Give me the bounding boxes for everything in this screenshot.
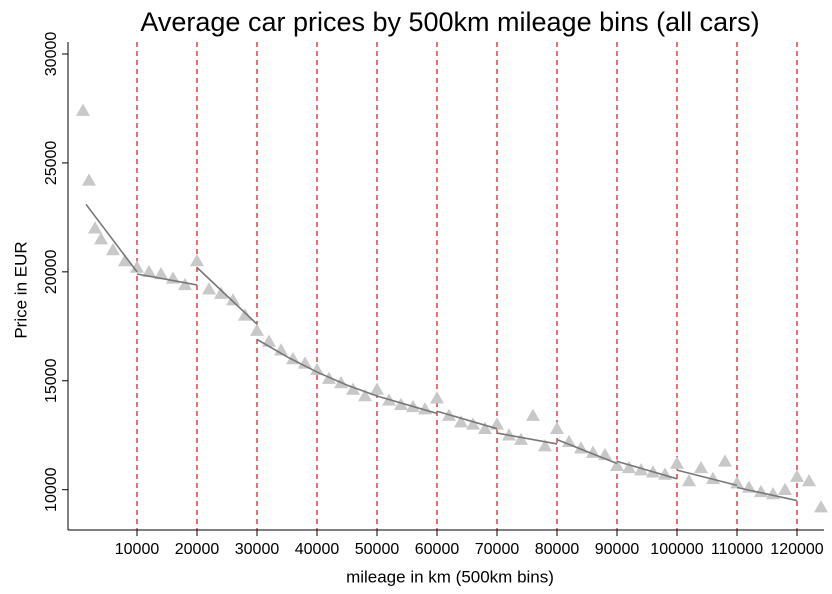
data-point xyxy=(466,417,480,430)
y-tick-label: 25000 xyxy=(43,141,60,186)
y-tick-label: 20000 xyxy=(43,249,60,294)
data-point xyxy=(526,408,540,421)
data-point xyxy=(118,253,132,267)
x-tick-label: 10000 xyxy=(115,541,160,558)
data-point xyxy=(790,469,804,482)
data-point xyxy=(766,487,780,500)
data-point xyxy=(226,293,240,306)
data-point xyxy=(202,282,216,295)
data-point xyxy=(502,428,516,441)
data-point xyxy=(670,456,684,469)
data-point xyxy=(622,460,636,474)
data-point xyxy=(634,463,648,476)
data-point xyxy=(730,476,744,489)
data-point xyxy=(82,173,96,186)
data-point xyxy=(538,439,552,452)
data-point xyxy=(814,500,828,513)
x-tick-label: 80000 xyxy=(535,541,580,558)
data-point xyxy=(490,417,504,430)
data-point xyxy=(346,382,360,395)
data-point xyxy=(478,421,492,434)
data-point xyxy=(178,277,192,291)
data-point xyxy=(562,434,576,448)
y-tick-label: 30000 xyxy=(43,32,60,77)
data-point xyxy=(310,362,324,376)
y-tick-label: 15000 xyxy=(43,358,60,403)
data-point xyxy=(88,221,102,234)
data-point xyxy=(130,260,144,273)
data-point xyxy=(394,397,408,410)
data-point xyxy=(718,454,732,467)
x-tick-label: 90000 xyxy=(595,541,640,558)
data-point xyxy=(454,415,468,428)
x-tick-label: 100000 xyxy=(650,541,703,558)
x-tick-label: 70000 xyxy=(475,541,520,558)
y-axis-label: Price in EUR xyxy=(11,241,30,338)
data-point xyxy=(94,232,108,245)
data-point xyxy=(694,460,708,474)
data-point xyxy=(550,421,564,434)
x-tick-label: 30000 xyxy=(235,541,280,558)
x-axis-label: mileage in km (500km bins) xyxy=(346,567,554,586)
data-point xyxy=(514,432,528,445)
data-point xyxy=(706,471,720,485)
data-point xyxy=(778,482,792,495)
data-point xyxy=(106,243,120,256)
data-point xyxy=(76,103,90,116)
chart-title: Average car prices by 500km mileage bins… xyxy=(140,7,759,37)
x-tick-label: 120000 xyxy=(770,541,823,558)
data-point xyxy=(154,267,168,280)
data-point xyxy=(358,389,372,402)
data-point xyxy=(298,356,312,369)
x-tick-label: 40000 xyxy=(295,541,340,558)
fit-line xyxy=(85,203,798,502)
data-point xyxy=(682,473,696,487)
data-point xyxy=(370,382,384,395)
x-tick-label: 60000 xyxy=(415,541,460,558)
data-point xyxy=(142,264,156,278)
data-point xyxy=(802,473,816,487)
data-point xyxy=(262,334,276,347)
data-point xyxy=(610,458,624,471)
x-tick-label: 50000 xyxy=(355,541,400,558)
data-point xyxy=(430,391,444,404)
data-point xyxy=(274,343,288,356)
y-tick-label: 10000 xyxy=(43,467,60,512)
x-tick-label: 110000 xyxy=(711,541,763,558)
data-point xyxy=(250,323,264,336)
x-tick-label: 20000 xyxy=(175,541,220,558)
data-point xyxy=(190,253,204,267)
data-point xyxy=(238,308,252,321)
data-point xyxy=(214,286,228,299)
